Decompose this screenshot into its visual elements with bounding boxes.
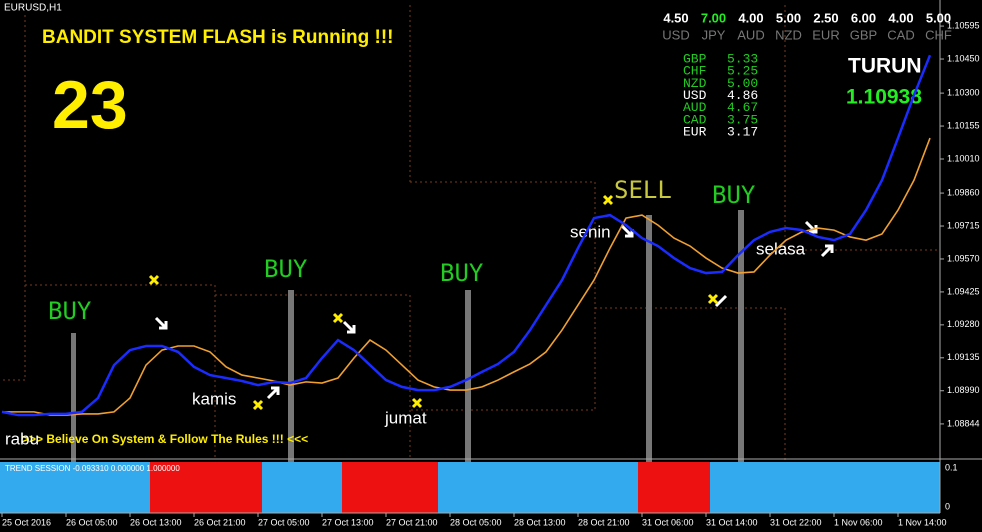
x-tick-label: 31 Oct 14:00: [706, 517, 758, 527]
x-tick-label: 28 Oct 05:00: [450, 517, 502, 527]
x-tick-label: 28 Oct 13:00: [514, 517, 566, 527]
currency-name: USD: [662, 27, 689, 42]
indicator-label: TREND SESSION -0.093310 0.000000 1.00000…: [5, 464, 180, 473]
x-tick-label: 26 Oct 13:00: [130, 517, 182, 527]
y-tick-label: 1.10450: [947, 53, 980, 63]
session-boxes: [0, 5, 940, 460]
y-tick-label: 1.09135: [947, 352, 980, 362]
currency-strength: 4.50 USD 7.00 JPY 4.00 AUD 5.00 NZD 2.50 EUR 6.00 G…: [662, 10, 952, 42]
y-tick-label: 1.08990: [947, 385, 980, 395]
symbol: EURUSD,H1: [4, 3, 62, 14]
counter: 23: [52, 67, 128, 143]
table-currency: USD: [683, 88, 707, 103]
y-tick-label: 1.09860: [947, 187, 980, 197]
signal-direction: TURUN: [848, 55, 922, 78]
x-tick-label: 31 Oct 06:00: [642, 517, 694, 527]
buy-label: BUY: [48, 297, 92, 325]
strength-value: 7.00: [701, 10, 726, 25]
strength-value: 4.00: [738, 10, 763, 25]
status: BANDIT SYSTEM FLASH is Running !!!: [42, 27, 393, 48]
buy-label: BUY: [264, 255, 308, 283]
strength-value: 4.50: [663, 10, 688, 25]
indicator-tick: 0: [945, 501, 950, 511]
currency-name: CHF: [925, 27, 952, 42]
currency-name: CAD: [887, 27, 914, 42]
series-line: [2, 137, 931, 416]
signal-bars: [71, 210, 744, 513]
currency-name: NZD: [775, 27, 802, 42]
table-currency: NZD: [683, 76, 707, 91]
day-label: selasa: [756, 239, 806, 258]
x-tick-label: 31 Oct 22:00: [770, 517, 822, 527]
strength-value: 5.00: [776, 10, 801, 25]
strength-value: 4.00: [888, 10, 913, 25]
currency-name: AUD: [737, 27, 764, 42]
currency-name: JPY: [702, 27, 726, 42]
y-tick-label: 1.10300: [947, 87, 980, 97]
indicator-tick: 0.1: [945, 462, 958, 472]
x-tick-label: 28 Oct 21:00: [578, 517, 630, 527]
trend-session-indicator: [0, 462, 940, 513]
strength-value: 2.50: [813, 10, 838, 25]
x-tick-label: 1 Nov 06:00: [834, 517, 883, 527]
y-tick-label: 1.09425: [947, 286, 980, 296]
x-tick-label: 26 Oct 21:00: [194, 517, 246, 527]
signal-crosses: [148, 194, 719, 411]
y-tick-label: 1.09715: [947, 220, 980, 230]
x-tick-label: 27 Oct 21:00: [386, 517, 438, 527]
x-tick-label: 27 Oct 13:00: [322, 517, 374, 527]
table-score: 4.67: [727, 100, 758, 115]
day-label: jumat: [384, 408, 427, 427]
signal-arrows: [154, 220, 834, 400]
series-line: [1, 54, 932, 417]
table-score: 5.33: [727, 51, 758, 66]
table-score: 5.00: [727, 76, 758, 91]
y-tick-label: 1.09280: [947, 319, 980, 329]
table-currency: CAD: [683, 112, 707, 127]
day-label: senin: [570, 222, 611, 241]
table-score: 3.17: [727, 125, 758, 140]
table-currency: AUD: [683, 100, 707, 115]
day-label: rabu: [5, 429, 39, 448]
buy-label: BUY: [440, 259, 484, 287]
currency-name: GBP: [850, 27, 877, 42]
table-currency: GBP: [683, 51, 707, 66]
table-score: 5.25: [727, 64, 758, 79]
table-score: 4.86: [727, 88, 758, 103]
tagline: >>> Believe On System & Follow The Rules…: [22, 432, 308, 446]
table-currency: CHF: [683, 64, 706, 79]
currency-name: EUR: [812, 27, 839, 42]
y-tick-label: 1.10155: [947, 120, 980, 130]
strength-table: GBP 5.33 CHF 5.25 NZD 5.00 USD 4.86 AUD 4.67 CAD 3.…: [683, 51, 758, 139]
sell-label: SELL: [614, 176, 672, 204]
y-tick-label: 1.08844: [947, 418, 980, 428]
y-tick-label: 1.10010: [947, 153, 980, 163]
y-tick-label: 1.09570: [947, 253, 980, 263]
x-tick-label: 1 Nov 14:00: [898, 517, 947, 527]
day-label: kamis: [192, 389, 236, 408]
x-tick-label: 25 Oct 2016: [2, 517, 51, 527]
strength-value: 5.00: [926, 10, 951, 25]
table-currency: EUR: [683, 125, 707, 140]
signal-price: 1.10938: [846, 86, 922, 109]
buy-label: BUY: [712, 181, 756, 209]
table-score: 3.75: [727, 112, 758, 127]
strength-value: 6.00: [851, 10, 876, 25]
x-tick-label: 26 Oct 05:00: [66, 517, 118, 527]
x-tick-label: 27 Oct 05:00: [258, 517, 310, 527]
y-tick-label: 1.10595: [947, 20, 980, 30]
